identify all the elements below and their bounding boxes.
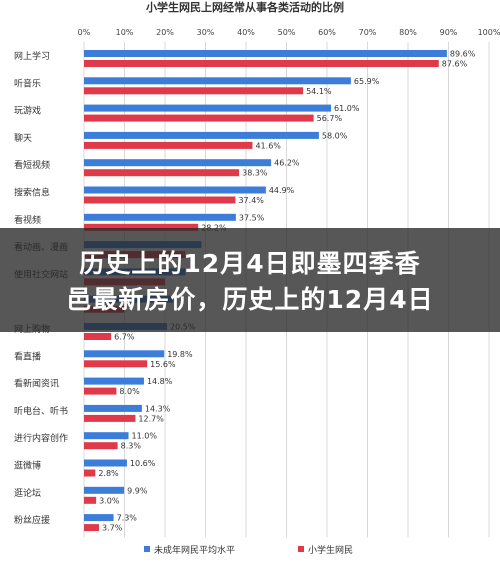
x-tick-label: 40% [237, 28, 255, 37]
category-label: 听音乐 [14, 77, 41, 89]
data-label-b: 15.6% [150, 360, 176, 369]
bar-series-a [84, 104, 332, 112]
category-label: 看短视频 [14, 159, 50, 171]
data-labels: 89.6%87.6% 65.9% 54.1%61.0%56.7% 58.0% 41.6%… [98, 50, 475, 533]
category-label: 逛论坛 [14, 487, 41, 499]
bar-series-a [84, 486, 125, 494]
x-tick-label: 50% [278, 28, 296, 37]
overlay-line-2: 邑最新房价，历史上的12月4日 [66, 285, 434, 314]
data-label-b: 2.8% [98, 469, 119, 478]
data-label-b: 41.6% [255, 141, 281, 150]
x-tick-label: 70% [359, 28, 377, 37]
bar-series-b [84, 524, 99, 532]
data-label-b: 37.4% [238, 196, 264, 205]
bar-series-b [84, 114, 314, 122]
data-label-a: 89.6% [450, 50, 476, 59]
data-label-b: 87.6% [442, 60, 468, 69]
data-label-b: 3.0% [99, 496, 120, 505]
data-label-a: 9.9% [127, 486, 148, 495]
bar-series-a [84, 159, 272, 167]
data-label-b: 3.7% [102, 524, 123, 533]
data-label-a: 44.9% [269, 186, 295, 195]
data-label-a: 10.6% [130, 459, 156, 468]
data-label-b: 8.3% [121, 442, 142, 451]
title-overlay-banner [0, 228, 500, 332]
data-label-a: 37.5% [239, 213, 265, 222]
bar-series-b [84, 387, 117, 395]
data-label-a: 7.3% [117, 514, 138, 523]
bar-series-a [84, 514, 114, 522]
x-axis-ticks: 0% 10% 20% 30% 40% 50% 60% 70% 80% 90% 100% [78, 28, 500, 37]
data-label-a: 14.3% [145, 404, 171, 413]
bar-series-b [84, 196, 236, 204]
overlay-headline: 历史上的12月4日即墨四季香 邑最新房价，历史上的12月4日 [0, 246, 500, 318]
chart-title: 小学生网民上网经常从事各类活动的比例 [145, 0, 344, 14]
bar-series-a [84, 404, 142, 412]
x-tick-label: 10% [116, 28, 134, 37]
bar-series-b [84, 442, 118, 450]
x-tick-label: 0% [78, 28, 91, 37]
bar-series-b [84, 169, 240, 177]
category-label: 搜索信息 [14, 187, 50, 199]
bar-series-a [84, 50, 447, 57]
category-label: 看视频 [14, 214, 41, 226]
bar-series-b [84, 223, 199, 231]
legend-swatch-b [298, 546, 304, 552]
category-label: 玩游戏 [14, 105, 41, 117]
data-label-a: 19.8% [167, 350, 193, 359]
data-label-b: 56.7% [317, 114, 343, 123]
category-label: 看直播 [14, 350, 41, 362]
bar-series-b [84, 87, 304, 95]
legend-swatch-a [144, 546, 150, 552]
data-label-b: 38.3% [242, 169, 268, 178]
bar-series-a [84, 131, 319, 139]
x-tick-label: 20% [156, 28, 174, 37]
legend-label-b: 小学生网民 [308, 544, 353, 556]
data-label-a: 58.0% [322, 131, 348, 140]
bar-series-a [84, 213, 236, 221]
data-label-b: 12.7% [138, 414, 164, 423]
x-tick-label: 60% [318, 28, 336, 37]
data-label-a: 46.2% [274, 159, 300, 168]
x-tick-label: 90% [440, 28, 458, 37]
data-label-a: 14.8% [147, 377, 173, 386]
bar-series-a [84, 77, 351, 85]
data-label-b: 6.7% [114, 333, 135, 342]
category-label: 逛微博 [14, 460, 41, 472]
data-label-b: 28.2% [201, 223, 227, 232]
data-label-b: 8.0% [119, 387, 140, 396]
legend-label-a: 未成年网民平均水平 [154, 544, 235, 556]
bar-series-b [84, 496, 97, 504]
x-tick-label: 100% [478, 28, 500, 37]
bar-series-b [84, 469, 96, 477]
category-label: 粉丝应援 [14, 514, 50, 526]
category-label: 网上学习 [14, 50, 50, 62]
bar-series-a [84, 377, 144, 385]
category-label: 聊天 [14, 132, 32, 144]
category-label: 听电台、听书 [14, 405, 68, 417]
overlay-line-1: 历史上的12月4日即墨四季香 [79, 249, 421, 278]
bar-series-a [84, 459, 127, 467]
bar-series-b [84, 60, 439, 67]
category-label: 进行内容创作 [14, 432, 68, 444]
bar-series-b [84, 141, 253, 149]
data-label-a: 65.9% [354, 77, 380, 86]
x-tick-label: 80% [399, 28, 417, 37]
bar-series-a [84, 350, 165, 358]
bar-series-a [84, 432, 129, 440]
bar-series-b [84, 333, 112, 340]
data-label-a: 61.0% [334, 104, 360, 113]
data-label-b: 54.1% [306, 87, 332, 96]
data-label-a: 11.0% [132, 432, 158, 441]
category-label: 看新闻资讯 [14, 378, 59, 390]
bar-series-a [84, 186, 266, 194]
bar-series-b [84, 414, 136, 422]
bar-series-b [84, 360, 148, 368]
legend: 未成年网民平均水平 小学生网民 [144, 544, 353, 556]
x-tick-label: 30% [197, 28, 215, 37]
